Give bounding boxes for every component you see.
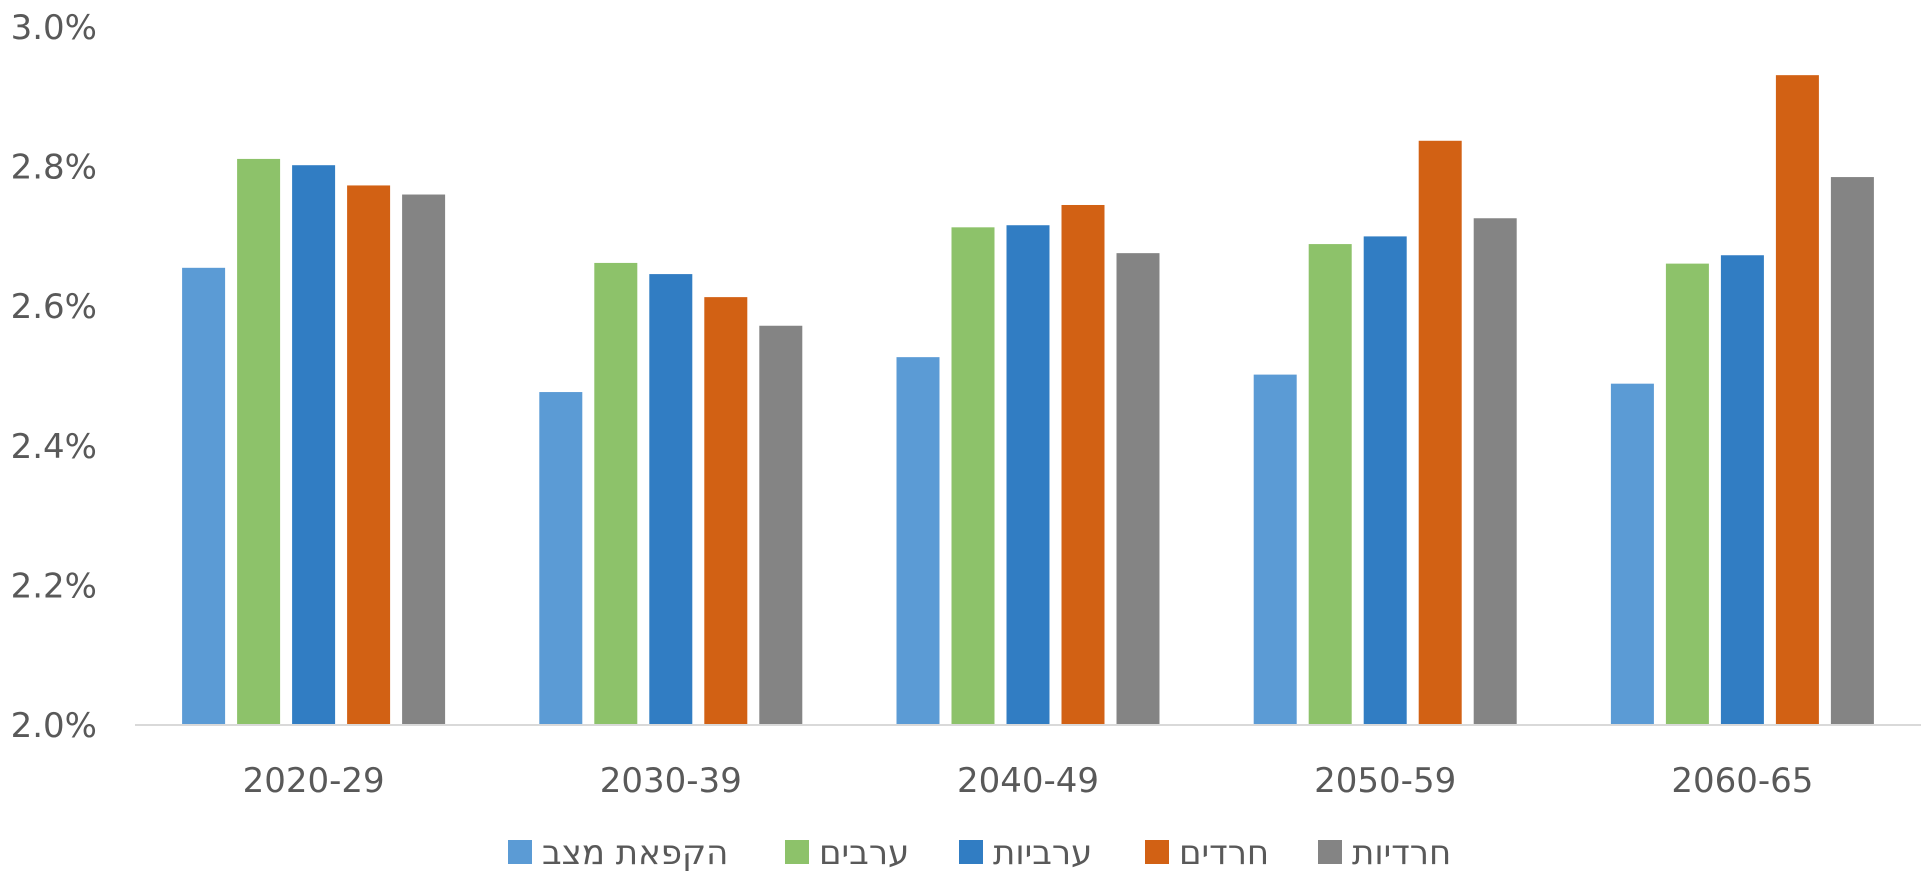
bar <box>182 267 226 725</box>
legend-swatch <box>1145 840 1169 864</box>
bar <box>1610 383 1654 725</box>
bar <box>896 357 940 725</box>
y-tick-label: 2.8% <box>11 148 97 188</box>
bar <box>539 392 583 725</box>
legend: הקפאת מצב ערבים ערביות חרדים חרדיות <box>508 833 1451 873</box>
legend-swatch <box>785 840 809 864</box>
bar <box>1253 374 1297 725</box>
y-axis: 2.0% 2.2% 2.4% 2.6% 2.8% 3.0% <box>11 8 97 746</box>
bar <box>1116 253 1160 726</box>
y-tick-label: 2.2% <box>11 566 97 606</box>
legend-label: ערבים <box>819 833 909 873</box>
legend-label: הקפאת מצב <box>542 833 728 873</box>
bar <box>649 274 693 725</box>
bar <box>1720 255 1764 725</box>
bar <box>1363 236 1407 725</box>
bar <box>1418 140 1462 726</box>
bar <box>347 185 391 726</box>
y-tick-label: 2.4% <box>11 427 97 467</box>
bar <box>237 158 281 725</box>
legend-label: חרדים <box>1179 833 1269 873</box>
bar <box>402 194 446 725</box>
bar <box>1665 263 1709 725</box>
bar <box>1473 218 1517 725</box>
bar <box>951 227 995 726</box>
y-tick-label: 2.6% <box>11 287 97 327</box>
legend-label: ערביות <box>993 833 1092 873</box>
y-tick-label: 3.0% <box>11 8 97 48</box>
legend-swatch <box>508 840 532 864</box>
bars-group <box>182 75 1874 726</box>
bar <box>594 262 638 725</box>
x-tick-label: 2050-59 <box>1314 761 1456 801</box>
bar <box>292 165 336 726</box>
bar <box>1061 204 1105 726</box>
x-tick-label: 2030-39 <box>600 761 742 801</box>
legend-swatch <box>1318 840 1342 864</box>
bar <box>704 297 748 725</box>
x-tick-label: 2060-65 <box>1671 761 1813 801</box>
x-tick-label: 2040-49 <box>957 761 1099 801</box>
bar <box>1308 244 1352 725</box>
bar <box>1830 177 1874 725</box>
x-axis: 2020-29 2030-39 2040-49 2050-59 2060-65 <box>243 761 1814 801</box>
legend-label: חרדיות <box>1352 833 1451 873</box>
legend-swatch <box>959 840 983 864</box>
y-tick-label: 2.0% <box>11 706 97 746</box>
x-tick-label: 2020-29 <box>243 761 385 801</box>
bar <box>1006 225 1050 725</box>
bar <box>759 325 803 725</box>
bar <box>1775 75 1819 726</box>
